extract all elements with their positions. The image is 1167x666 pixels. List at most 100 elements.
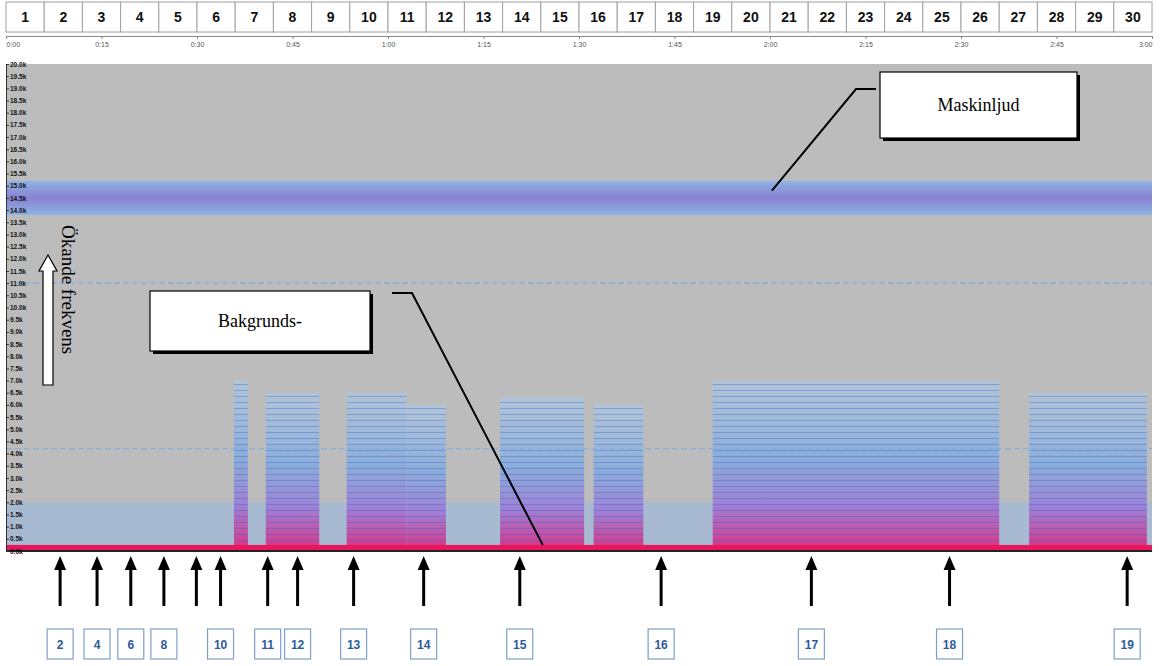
y-tick-label: 8.5k [10, 341, 23, 348]
y-tick-label: 0.0k [10, 548, 23, 555]
y-tick-mark [6, 417, 9, 418]
event-marker: 10 [208, 556, 234, 659]
marker-head [91, 556, 103, 570]
segment-number: 21 [781, 9, 797, 25]
marker-shaft [59, 568, 62, 606]
event-marker: 11 [255, 556, 281, 659]
y-tick-mark [6, 551, 9, 552]
marker-head [262, 556, 274, 570]
marker-label-box [937, 629, 963, 659]
segment-box [846, 2, 884, 32]
annotation-text: Maskinljud [937, 95, 1019, 115]
y-tick-mark [6, 539, 9, 540]
x-tick: 2:00 [764, 36, 778, 48]
segment-box [197, 2, 235, 32]
marker-label-box [208, 629, 234, 659]
y-tick-label: 11.5k [10, 268, 26, 275]
y-axis: 0.0k0.5k1.0k1.5k2.0k2.5k3.0k3.5k4.0k4.5k… [6, 61, 27, 555]
event-marker: 16 [648, 556, 674, 659]
x-tick-label: 0:00 [7, 41, 21, 48]
y-tick-mark [6, 247, 9, 248]
x-tick: 0:45 [286, 36, 300, 48]
y-tick: 8.5k [6, 341, 23, 348]
sound-event-harmonics [234, 381, 248, 551]
segment-number: 5 [174, 9, 182, 25]
sound-event [500, 398, 584, 551]
marker-head [348, 556, 360, 570]
segment-box [999, 2, 1037, 32]
segment-number: 15 [552, 9, 568, 25]
y-tick-label: 10.0k [10, 304, 27, 311]
marker-label-box [285, 629, 311, 659]
segment-number: 13 [476, 9, 492, 25]
y-tick: 6.5k [6, 389, 23, 396]
marker-shaft [129, 568, 132, 606]
marker-shaft [660, 568, 663, 606]
segment-box [464, 2, 502, 32]
segment-number: 17 [629, 9, 645, 25]
y-tick: 11.5k [6, 268, 26, 275]
x-tick-mark [1152, 36, 1153, 39]
y-tick-mark [6, 101, 9, 102]
marker-head [158, 556, 170, 570]
event-markers: 246810111213141516171819 [47, 556, 1140, 659]
x-tick: 0:15 [95, 36, 109, 48]
segment-box [6, 2, 44, 32]
segment-box [579, 2, 617, 32]
y-tick-label: 5.5k [10, 414, 23, 421]
y-tick: 8.0k [6, 353, 23, 360]
segment-number: 28 [1049, 9, 1065, 25]
y-tick-mark [6, 283, 9, 284]
segment-box [503, 2, 541, 32]
x-tick-label: 0:45 [286, 41, 300, 48]
marker-label: 17 [805, 638, 819, 652]
y-tick: 2.0k [6, 499, 23, 506]
y-tick-mark [6, 405, 9, 406]
y-tick-label: 15.0k [10, 182, 27, 189]
y-tick-mark [6, 137, 9, 138]
x-tick-label: 2:45 [1050, 41, 1064, 48]
y-tick-label: 20.0k [10, 61, 27, 68]
y-tick: 2.5k [6, 487, 23, 494]
segment-box [541, 2, 579, 32]
y-tick-mark [6, 441, 9, 442]
y-tick: 19.0k [6, 85, 27, 92]
x-tick-label: 2:15 [859, 41, 873, 48]
y-tick: 9.0k [6, 328, 23, 335]
marker-shaft [948, 568, 951, 606]
y-tick-mark [6, 234, 9, 235]
y-tick-label: 0.5k [10, 535, 23, 542]
segment-box [770, 2, 808, 32]
y-tick-label: 12.0k [10, 255, 27, 262]
sound-event [594, 405, 644, 551]
marker-shaft [219, 568, 222, 606]
segment-box [694, 2, 732, 32]
y-tick-mark [6, 527, 9, 528]
segment-number: 11 [400, 9, 415, 25]
y-tick-label: 2.5k [10, 487, 23, 494]
y-tick: 18.5k [6, 97, 27, 104]
y-tick-mark [6, 125, 9, 126]
y-tick-label: 1.0k [10, 523, 23, 530]
marker-label: 8 [161, 638, 168, 652]
x-tick-mark [388, 36, 389, 39]
marker-label-box [411, 629, 437, 659]
annotation-box [880, 72, 1077, 138]
sound-event-harmonics [347, 393, 407, 551]
x-tick-label: 1:00 [382, 41, 396, 48]
tone-line [6, 283, 1152, 284]
y-tick-label: 4.5k [10, 438, 23, 445]
y-tick-label: 13.5k [10, 219, 27, 226]
y-tick-mark [6, 454, 9, 455]
x-axis: 0:000:150:300:451:001:151:301:452:002:15… [7, 36, 1153, 48]
segment-number: 1 [21, 9, 29, 25]
marker-shaft [1126, 568, 1129, 606]
segment-box [885, 2, 923, 32]
segment-number: 14 [514, 9, 530, 25]
marker-label: 18 [943, 638, 957, 652]
y-tick-label: 16.0k [10, 158, 27, 165]
event-marker: 14 [411, 556, 437, 659]
y-tick-mark [6, 381, 9, 382]
segment-box [923, 2, 961, 32]
x-tick-label: 2:30 [955, 41, 969, 48]
